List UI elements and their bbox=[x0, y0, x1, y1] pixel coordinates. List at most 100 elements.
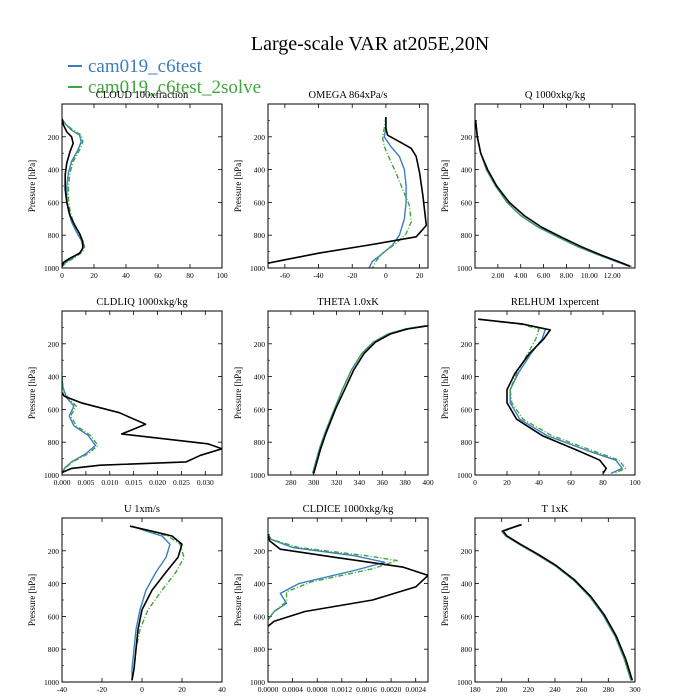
series-line-obs bbox=[268, 534, 428, 627]
y-tick-label: 200 bbox=[254, 547, 266, 556]
y-tick-label: 600 bbox=[461, 198, 473, 207]
x-tick-label: 60 bbox=[154, 271, 162, 280]
series-group bbox=[501, 523, 634, 681]
series-line-cam019-c6test bbox=[368, 117, 407, 268]
series-line-cam019-c6test bbox=[478, 318, 623, 475]
series-group bbox=[478, 318, 627, 475]
legend-label-c6test-2solve: cam019_c6test_2solve bbox=[88, 77, 261, 98]
series-line-obs bbox=[129, 525, 183, 681]
x-tick-label: 2.00 bbox=[491, 271, 504, 280]
figure-title: Large-scale VAR at205E,20N bbox=[251, 33, 489, 55]
series-line-cam019-c6test-2solve bbox=[478, 318, 627, 475]
y-axis-label: Pressure [hPa] bbox=[440, 367, 450, 419]
y-tick-label: 400 bbox=[48, 373, 60, 382]
y-tick-label: 200 bbox=[254, 133, 266, 142]
y-tick-label: 1000 bbox=[250, 678, 265, 687]
series-line-cam019-c6test bbox=[268, 534, 386, 621]
x-tick-label: 300 bbox=[629, 685, 641, 694]
y-tick-label: 400 bbox=[48, 166, 60, 175]
x-tick-label: 340 bbox=[354, 478, 366, 487]
panel-frame bbox=[474, 517, 636, 683]
y-tick-label: 1000 bbox=[250, 471, 265, 480]
x-tick-label: 20 bbox=[90, 271, 98, 280]
y-axis-label: Pressure [hPa] bbox=[440, 574, 450, 626]
series-line-cam019-c6test bbox=[131, 525, 171, 681]
panel-frame bbox=[267, 517, 429, 683]
y-axis-label: Pressure [hPa] bbox=[233, 574, 243, 626]
x-tick-label: 0.010 bbox=[101, 478, 118, 487]
y-tick-label: 800 bbox=[254, 231, 266, 240]
y-tick-label: 600 bbox=[48, 405, 60, 414]
panel-title: U 1xm/s bbox=[124, 504, 160, 515]
y-tick-label: 800 bbox=[461, 231, 473, 240]
series-line-cam019-c6test-2solve bbox=[311, 325, 426, 474]
series-line-cam019-c6test-2solve bbox=[62, 376, 99, 474]
series-line-obs bbox=[478, 318, 608, 474]
panel-frame bbox=[61, 517, 223, 683]
y-tick-label: 600 bbox=[48, 198, 60, 207]
panel-frame bbox=[267, 310, 429, 476]
chart-panel: CLDLIQ 1000xkg/kg Pressure [hPa] 200 400 600… bbox=[27, 297, 223, 487]
x-tick-label: 20 bbox=[178, 685, 186, 694]
y-tick-label: 200 bbox=[461, 133, 473, 142]
x-tick-label: 80 bbox=[599, 478, 607, 487]
y-tick-label: 800 bbox=[461, 438, 473, 447]
series-line-cam019-c6test bbox=[501, 523, 632, 681]
x-tick-label: 0.0008 bbox=[307, 685, 328, 694]
x-tick-label: 0.0016 bbox=[356, 685, 377, 694]
series-line-cam019-c6test bbox=[475, 120, 630, 268]
x-tick-label: 0.005 bbox=[77, 478, 94, 487]
series-group bbox=[268, 534, 428, 627]
y-tick-label: 1000 bbox=[44, 471, 59, 480]
panel-title: CLDLIQ 1000xkg/kg bbox=[96, 297, 188, 308]
series-group bbox=[311, 325, 428, 474]
y-tick-label: 800 bbox=[48, 645, 60, 654]
x-tick-label: 0.0004 bbox=[282, 685, 303, 694]
y-tick-label: 1000 bbox=[457, 471, 472, 480]
y-tick-label: 800 bbox=[254, 645, 266, 654]
series-group bbox=[129, 525, 185, 681]
y-tick-label: 1000 bbox=[250, 264, 265, 273]
chart-panel: CLDICE 1000xkg/kg Pressure [hPa] 200 400 600… bbox=[233, 504, 429, 694]
series-line-cam019-c6test-2solve bbox=[62, 118, 86, 267]
x-tick-label: 0 bbox=[140, 685, 144, 694]
panel-title: CLOUD 100xfraction bbox=[96, 90, 189, 101]
series-line-obs bbox=[475, 120, 631, 268]
x-tick-label: 0 bbox=[384, 271, 388, 280]
y-tick-label: 800 bbox=[254, 438, 266, 447]
chart-panel: THETA 1.0xK Pressure [hPa] 200 400 600 800 100… bbox=[233, 297, 434, 487]
x-tick-label: -40 bbox=[314, 271, 324, 280]
series-line-cam019-c6test-2solve bbox=[475, 120, 632, 268]
x-tick-label: 80 bbox=[186, 271, 194, 280]
panel-title: RELHUM 1xpercent bbox=[511, 297, 599, 308]
x-tick-label: 200 bbox=[496, 685, 508, 694]
x-tick-label: 0.020 bbox=[149, 478, 166, 487]
x-tick-label: 0.015 bbox=[125, 478, 142, 487]
x-tick-label: 8.00 bbox=[560, 271, 573, 280]
series-line-obs bbox=[268, 117, 428, 265]
x-tick-label: 0.0020 bbox=[381, 685, 402, 694]
y-tick-label: 400 bbox=[48, 580, 60, 589]
y-tick-label: 600 bbox=[461, 612, 473, 621]
panel-frame bbox=[61, 103, 223, 269]
x-tick-label: -60 bbox=[280, 271, 290, 280]
panel-title: OMEGA 864xPa/s bbox=[308, 90, 387, 101]
x-tick-label: 0.000 bbox=[54, 478, 71, 487]
x-tick-label: 0.0012 bbox=[332, 685, 353, 694]
y-axis-label: Pressure [hPa] bbox=[27, 574, 37, 626]
series-group bbox=[475, 120, 632, 268]
panel-title: Q 1000xkg/kg bbox=[525, 90, 586, 101]
y-tick-label: 400 bbox=[254, 166, 266, 175]
panel-frame bbox=[267, 103, 429, 269]
x-tick-label: 280 bbox=[285, 478, 297, 487]
series-line-cam019-c6test-2solve bbox=[131, 525, 185, 681]
x-tick-label: 280 bbox=[603, 685, 615, 694]
y-tick-label: 600 bbox=[461, 405, 473, 414]
y-tick-label: 400 bbox=[461, 580, 473, 589]
x-tick-label: 400 bbox=[422, 478, 434, 487]
panel-title: THETA 1.0xK bbox=[317, 297, 379, 308]
